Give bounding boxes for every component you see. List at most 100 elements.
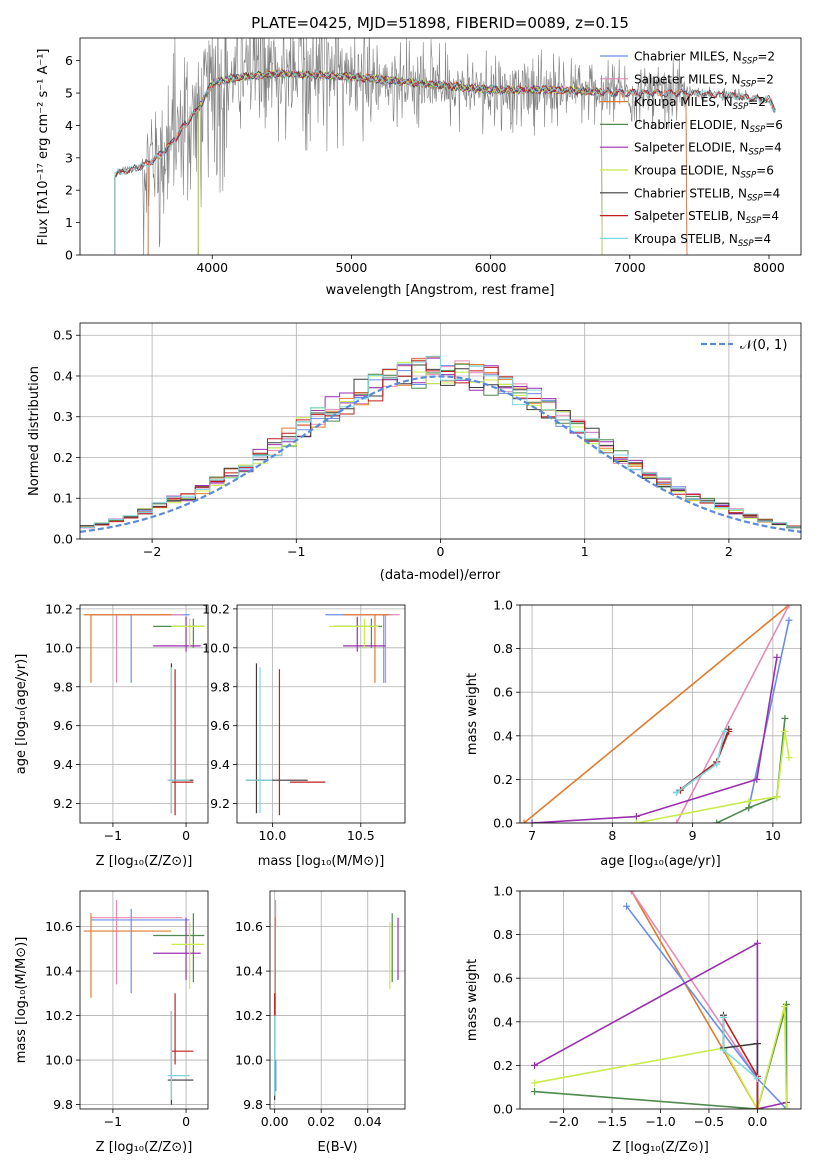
residual-xtick-label: 0 [437, 544, 445, 559]
mass-weight-vs-age-xtick-label: 8 [608, 828, 616, 843]
salpeter_miles-weight-marker [785, 605, 793, 609]
residual-xtick-label: 1 [581, 544, 589, 559]
age-vs-mass-xtick-label: 10.0 [258, 828, 286, 843]
age-vs-Z-series [83, 614, 205, 816]
mass-weight-vs-Z-series [531, 891, 790, 1109]
mass-weight-vs-age-ytick-label: 0.0 [493, 816, 513, 831]
mass-weight-vs-age-panel: 7 8 9 10 0.0 0.2 0.4 0.6 0.8 1.0 age [log₁₀(age/yr… [465, 598, 802, 869]
mass-vs-Z-axes: −1 0 9.8 10.0 10.2 10.4 10.6 [45, 919, 190, 1129]
spectrum-ylabel: Flux [fλ10⁻¹⁷ erg cm⁻² s⁻¹ A⁻¹] [36, 49, 51, 246]
salpeter_miles-weight-marker [627, 891, 635, 895]
kroupa_stelib-weight-marker [721, 727, 729, 735]
age-vs-mass-grid [237, 605, 405, 823]
spectrum-ytick-label: 6 [65, 53, 73, 68]
mass-vs-Z-xtick-label: 0 [182, 1114, 190, 1129]
mass-vs-Z-xtick-label: −1 [104, 1114, 122, 1129]
salpeter_elodie-weight-marker [773, 653, 781, 661]
mass-vs-Z-frame [79, 890, 209, 1110]
kroupa_elodie-weight-marker [773, 793, 781, 801]
kroupa_elodie-weight-marker [632, 819, 640, 823]
residual-ytick-label: 0.3 [53, 409, 73, 424]
kroupa_miles-weight-line [523, 605, 790, 823]
residual-xtick-label: 2 [725, 544, 733, 559]
age-vs-mass-ytick-label: 9.2 [210, 796, 230, 811]
age-vs-Z-xtick-label: −1 [104, 828, 122, 843]
mass-vs-Z-panel: −1 0 9.8 10.0 10.2 10.4 10.6 Z [log₁₀(Z/Z⊙)] mas… [14, 890, 209, 1155]
mass-weight-vs-age-ytick-label: 0.8 [493, 641, 513, 656]
residual-ytick-label: 0.5 [53, 328, 73, 343]
mass-weight-vs-age-xlabel: age [log₁₀(age/yr)] [600, 854, 721, 869]
mass-vs-ebv-ytick-label: 10.4 [235, 964, 263, 979]
mass-vs-Z-series [83, 899, 205, 1105]
kroupa_elodie-weight-marker [745, 797, 753, 805]
legend-label: Kroupa STELIB, NSSP=4 [634, 232, 771, 249]
kroupa_miles-weight-marker [520, 819, 528, 823]
spectrum-xtick-label: 5000 [336, 260, 368, 275]
observed-spectrum [114, 38, 776, 255]
chabrier_elodie-weight-marker [745, 804, 753, 812]
mass-vs-ebv-xtick-label: 0.00 [261, 1114, 289, 1129]
mass-vs-Z-ytick-label: 10.2 [45, 1008, 73, 1023]
chabrier_miles-weight-marker [623, 902, 631, 910]
spectrum-ytick-label: 1 [65, 215, 73, 230]
kroupa_stelib-weight-marker [719, 1046, 727, 1054]
mass-vs-ebv-ytick-label: 10.0 [235, 1053, 263, 1068]
mass-vs-ebv-ytick-label: 10.6 [235, 919, 263, 934]
salpeter_elodie-weight-line [534, 941, 787, 1109]
age-vs-mass-frame [236, 604, 406, 824]
age-vs-Z-ytick-label: 10.0 [45, 640, 73, 655]
mass-vs-Z-grid [80, 891, 208, 1109]
age-vs-mass-ytick-label: 10.2 [202, 601, 230, 616]
residual-panel: −2 −1 0 1 2 0.0 0.1 0.2 0.3 0.4 0.5 𝒩(0, 1) (data-… [27, 322, 802, 583]
age-vs-Z-ytick-label: 9.8 [53, 679, 73, 694]
spectrum-ytick-label: 0 [65, 248, 73, 263]
mass-vs-ebv-axes: 0.00 0.02 0.04 9.8 10.0 10.2 10.4 10.6 [235, 919, 382, 1129]
mass-weight-vs-Z-xtick-label: −1.5 [597, 1114, 627, 1129]
figure-title: PLATE=0425, MJD=51898, FIBERID=0089, z=0… [251, 14, 629, 32]
mass-weight-vs-Z-xtick-label: −0.5 [694, 1114, 724, 1129]
chabrier_elodie-weight-marker [531, 1088, 539, 1096]
mass-weight-vs-Z-axes: −2.0 −1.5 −1.0 −0.5 0.0 0.0 0.2 0.4 0.6 0.8 1.0 [493, 884, 767, 1130]
legend-label: Kroupa ELODIE, NSSP=6 [634, 164, 774, 181]
gaussian-legend-label: 𝒩(0, 1) [740, 338, 787, 353]
chabrier_miles-weight-marker [785, 616, 793, 624]
chabrier_elodie-weight-marker [713, 819, 721, 823]
kroupa_elodie-weight-marker [781, 727, 789, 735]
residual-ytick-label: 0.1 [53, 491, 73, 506]
chabrier_miles-weight-line [748, 620, 790, 808]
mass-weight-vs-Z-xtick-label: 0.0 [747, 1114, 767, 1129]
spectrum-xlabel: wavelength [Angstrom, rest frame] [326, 283, 555, 298]
age-vs-Z-xlabel: Z [log₁₀(Z/Z⊙)] [96, 854, 193, 869]
spectrum-xtick-label: 8000 [753, 260, 785, 275]
salpeter_miles-weight-line [630, 891, 759, 1079]
mass-vs-Z-ytick-label: 9.8 [53, 1097, 73, 1112]
age-vs-mass-series [245, 614, 400, 816]
mass-vs-ebv-grid [270, 891, 405, 1109]
salpeter_elodie-weight-line [531, 657, 778, 823]
kroupa_stelib-weight-marker [753, 1074, 761, 1082]
mass-vs-ebv-xlabel: E(B-V) [317, 1140, 357, 1155]
mass-vs-ebv-xtick-label: 0.04 [354, 1114, 382, 1129]
mass-vs-ebv-series [274, 899, 399, 1101]
legend-label: Salpeter MILES, NSSP=2 [634, 72, 774, 89]
age-vs-mass-xlabel: mass [log₁₀(M/M⊙)] [258, 854, 385, 869]
mass-weight-vs-age-ytick-label: 0.4 [493, 728, 513, 743]
age-vs-mass-axes: 10.0 10.5 9.2 9.4 9.6 9.8 10.0 10.2 [202, 601, 375, 843]
spectrum-ytick-label: 2 [65, 183, 73, 198]
legend-label: Salpeter ELODIE, NSSP=4 [634, 141, 782, 158]
age-vs-mass-ytick-label: 9.6 [210, 718, 230, 733]
age-vs-mass-ytick-label: 9.4 [210, 757, 230, 772]
residual-xtick-label: −1 [287, 544, 305, 559]
mass-weight-vs-Z-ylabel: mass weight [465, 959, 480, 1041]
chabrier_stelib-weight-line [722, 1015, 759, 1109]
mass-weight-vs-age-ytick-label: 0.6 [493, 685, 513, 700]
age-vs-Z-grid [80, 605, 208, 823]
kroupa_elodie-weight-marker [531, 1079, 539, 1087]
kroupa_stelib-weight-marker [673, 788, 681, 796]
mass-vs-ebv-frame [269, 890, 406, 1110]
residual-ytick-label: 0.4 [53, 368, 73, 383]
mass-vs-Z-ylabel: mass [log₁₀(M/M⊙)] [14, 937, 29, 1064]
mass-weight-vs-Z-ytick-label: 0.6 [493, 971, 513, 986]
spectrum-frame [79, 37, 802, 256]
